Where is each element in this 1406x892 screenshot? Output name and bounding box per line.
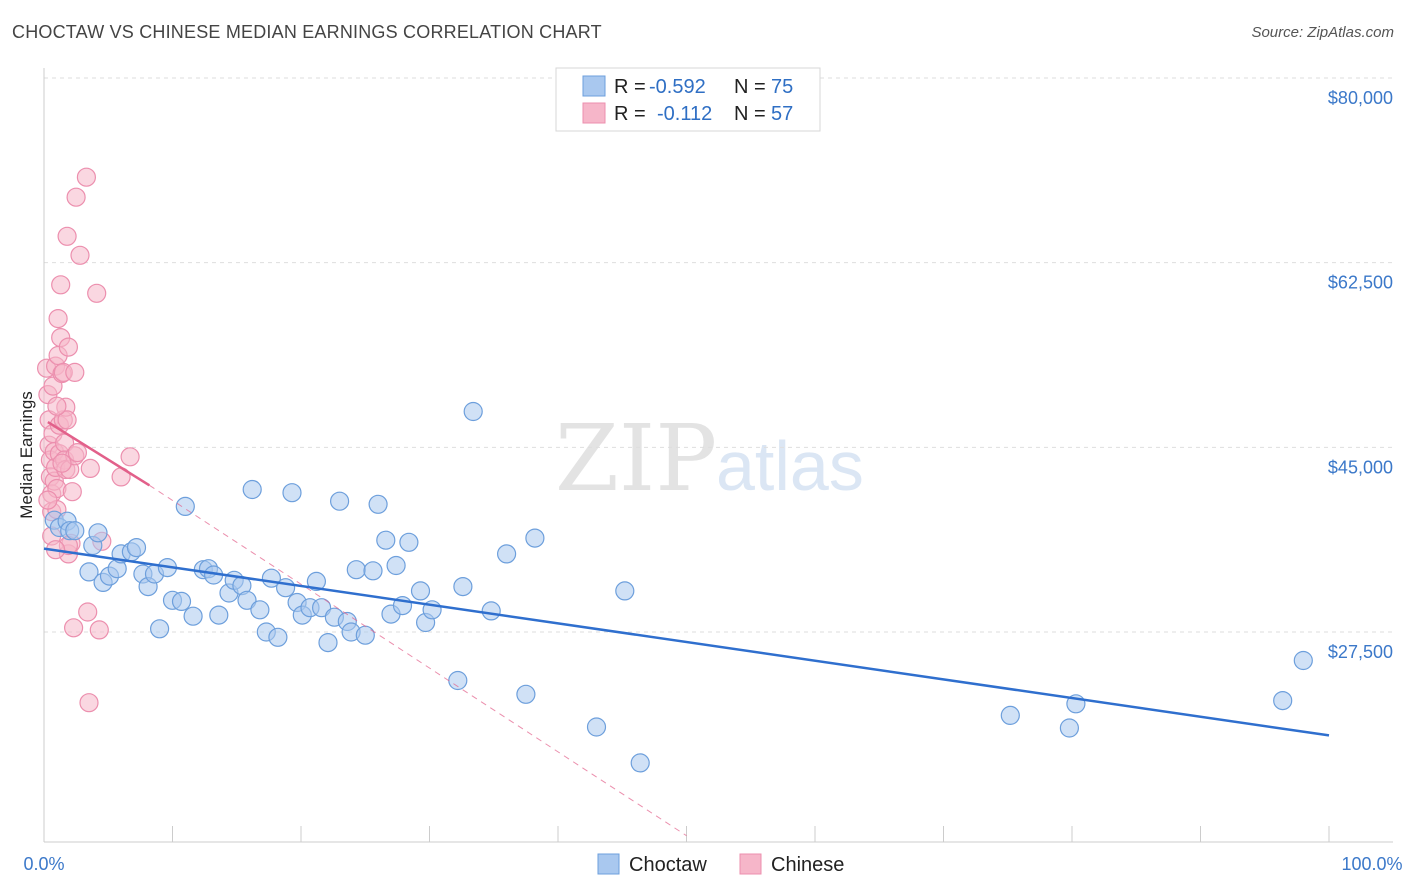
point-chinese xyxy=(66,187,86,207)
bottom-legend-chinese: Chinese xyxy=(771,854,844,876)
bottom-legend-swatch-chinese xyxy=(739,853,762,875)
x-tick-label-min: 0.0% xyxy=(23,854,64,874)
chart-source: Source: ZipAtlas.com xyxy=(1251,24,1394,41)
point-chinese xyxy=(70,245,90,265)
point-chinese xyxy=(65,362,85,382)
point-choctaw xyxy=(171,591,192,612)
point-choctaw xyxy=(399,532,419,552)
legend-choctaw-n-value: 75 xyxy=(771,76,793,98)
point-choctaw xyxy=(1059,718,1080,738)
legend-choctaw-n-label: N = xyxy=(734,76,766,98)
point-choctaw xyxy=(65,521,85,541)
point-choctaw xyxy=(1000,705,1020,726)
point-choctaw xyxy=(346,560,366,580)
legend-chinese-r-value: -0.112 xyxy=(657,103,712,125)
trend-line-chinese-extension xyxy=(149,484,687,837)
point-chinese xyxy=(67,443,88,463)
point-choctaw xyxy=(481,601,501,621)
point-chinese xyxy=(87,283,107,303)
y-tick-label: $62,500 xyxy=(1328,273,1393,293)
point-chinese xyxy=(48,309,68,329)
point-choctaw xyxy=(237,590,257,610)
point-choctaw xyxy=(463,401,483,422)
point-choctaw xyxy=(525,528,545,548)
point-choctaw xyxy=(376,530,396,550)
point-choctaw xyxy=(615,581,635,601)
point-chinese xyxy=(58,337,79,357)
legend-chinese-r-label: R = xyxy=(614,103,646,125)
bottom-legend-swatch-choctaw xyxy=(597,853,620,875)
chart-title: CHOCTAW VS CHINESE MEDIAN EARNINGS CORRE… xyxy=(12,22,602,42)
legend-choctaw-r-label: R = xyxy=(614,76,646,98)
legend-chinese-n-value: 57 xyxy=(771,103,793,125)
point-choctaw xyxy=(586,717,607,737)
point-chinese xyxy=(47,396,67,416)
y-tick-label: $27,500 xyxy=(1328,642,1393,662)
legend: R = -0.592 N = 75 R = -0.112 N = 57 xyxy=(555,67,821,132)
x-tick-marks xyxy=(172,826,1330,842)
point-chinese xyxy=(89,620,109,640)
bottom-legend: Choctaw Chinese xyxy=(597,853,844,876)
legend-chinese-n-label: N = xyxy=(734,103,766,125)
trend-line-chinese xyxy=(47,420,151,487)
point-choctaw xyxy=(363,561,383,581)
trend-lines xyxy=(43,420,1330,837)
legend-swatch-chinese xyxy=(582,102,606,124)
point-choctaw xyxy=(282,483,302,503)
point-chinese xyxy=(80,458,100,478)
point-chinese xyxy=(76,167,97,187)
point-chinese xyxy=(57,410,77,430)
point-choctaw xyxy=(209,605,229,625)
point-choctaw xyxy=(497,544,517,564)
point-chinese xyxy=(63,618,84,638)
point-choctaw xyxy=(453,576,473,597)
point-chinese xyxy=(78,602,98,622)
point-choctaw xyxy=(330,491,350,511)
point-chinese xyxy=(79,693,99,713)
point-choctaw xyxy=(386,555,406,576)
point-choctaw xyxy=(355,625,375,645)
point-choctaw xyxy=(410,581,431,601)
watermark: ZIP atlas xyxy=(555,405,864,512)
point-choctaw xyxy=(150,619,170,639)
y-tick-label: $80,000 xyxy=(1328,88,1393,108)
point-choctaw xyxy=(516,684,536,704)
watermark-atlas: atlas xyxy=(716,427,864,505)
point-choctaw xyxy=(630,753,650,773)
point-choctaw xyxy=(242,479,262,500)
point-chinese xyxy=(62,482,82,502)
point-choctaw xyxy=(250,600,270,620)
point-choctaw xyxy=(276,578,296,598)
series-chinese-points xyxy=(36,167,140,713)
point-chinese xyxy=(51,275,71,295)
watermark-zip: ZIP xyxy=(555,405,717,512)
point-chinese xyxy=(120,447,140,467)
legend-swatch-choctaw xyxy=(582,75,606,97)
point-choctaw xyxy=(126,537,147,558)
legend-choctaw-r-value: -0.592 xyxy=(649,76,706,98)
y-tick-label: $45,000 xyxy=(1328,457,1393,477)
trend-line-choctaw xyxy=(43,547,1330,737)
point-chinese xyxy=(57,226,77,246)
point-chinese xyxy=(38,490,58,510)
point-choctaw xyxy=(268,627,288,647)
point-choctaw xyxy=(318,632,338,653)
series-choctaw-points xyxy=(44,401,1313,773)
point-choctaw xyxy=(183,606,203,626)
point-choctaw xyxy=(88,523,108,543)
point-choctaw xyxy=(79,562,99,582)
bottom-legend-choctaw: Choctaw xyxy=(629,854,707,876)
point-choctaw xyxy=(175,496,195,516)
point-choctaw xyxy=(1293,650,1313,671)
y-tick-labels: $27,500 $45,000 $62,500 $80,000 xyxy=(1328,88,1393,662)
y-axis-label: Median Earnings xyxy=(17,391,36,519)
point-chinese xyxy=(52,453,72,473)
x-tick-label-max: 100.0% xyxy=(1341,854,1402,874)
point-choctaw xyxy=(1273,690,1293,711)
point-choctaw xyxy=(312,598,332,618)
point-choctaw xyxy=(306,571,326,592)
point-choctaw xyxy=(368,494,388,514)
